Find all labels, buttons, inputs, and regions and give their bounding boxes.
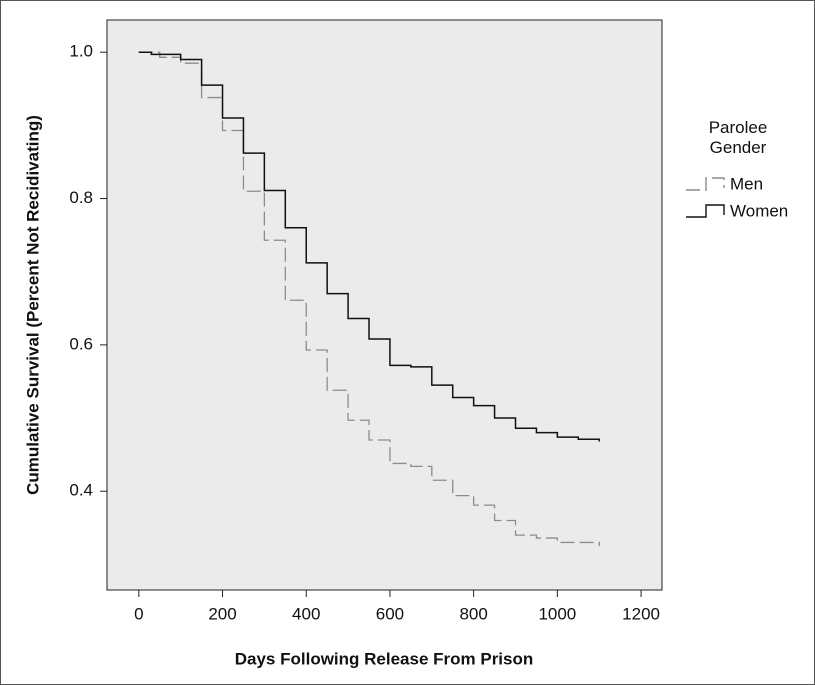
x-axis-title: Days Following Release From Prison [235, 649, 534, 668]
x-tick-label: 400 [292, 604, 320, 623]
legend-title: Parolee Gender [708, 118, 768, 157]
y-tick-label: 1.0 [69, 42, 93, 61]
survival-line [138, 51, 600, 547]
plot-area [106, 19, 663, 591]
legend-label: Women [730, 201, 788, 220]
legend-symbol [686, 177, 725, 191]
x-tick-label: 0 [134, 604, 143, 623]
legend-symbol [686, 204, 725, 218]
x-tick-label: 600 [376, 604, 404, 623]
y-axis-title: Cumulative Survival (Percent Not Recidiv… [23, 115, 42, 495]
x-tick-label: 800 [459, 604, 487, 623]
survival-line [138, 51, 600, 442]
y-tick-label: 0.8 [69, 188, 93, 207]
legend-label: Men [730, 174, 763, 193]
x-tick-label: 1000 [538, 604, 576, 623]
y-tick-label: 0.4 [69, 481, 93, 500]
y-tick-label: 0.6 [69, 334, 93, 353]
x-tick-label: 1200 [622, 604, 660, 623]
x-tick-label: 200 [208, 604, 236, 623]
